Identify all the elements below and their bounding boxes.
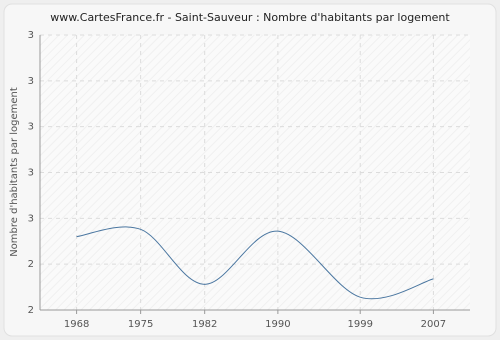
- y-tick-label: 3: [28, 30, 34, 41]
- y-tick-label: 3: [28, 122, 34, 133]
- chart-title: www.CartesFrance.fr - Saint-Sauveur : No…: [50, 11, 450, 24]
- x-tick-label: 1999: [347, 319, 372, 330]
- y-axis-label: Nombre d'habitants par logement: [9, 87, 20, 257]
- x-tick-label: 1975: [128, 319, 153, 330]
- x-tick-label: 1982: [192, 319, 217, 330]
- y-tick-label: 2: [28, 305, 34, 316]
- x-tick-label: 1968: [64, 319, 89, 330]
- y-tick-label: 3: [28, 76, 34, 87]
- data-line: [76, 226, 434, 300]
- y-tick-label: 3: [28, 213, 34, 224]
- plot-area: [40, 35, 470, 310]
- y-tick-label: 2: [28, 259, 34, 270]
- x-tick-label: 1990: [265, 319, 290, 330]
- x-tick-label: 2007: [421, 319, 446, 330]
- y-tick-label: 3: [28, 168, 34, 179]
